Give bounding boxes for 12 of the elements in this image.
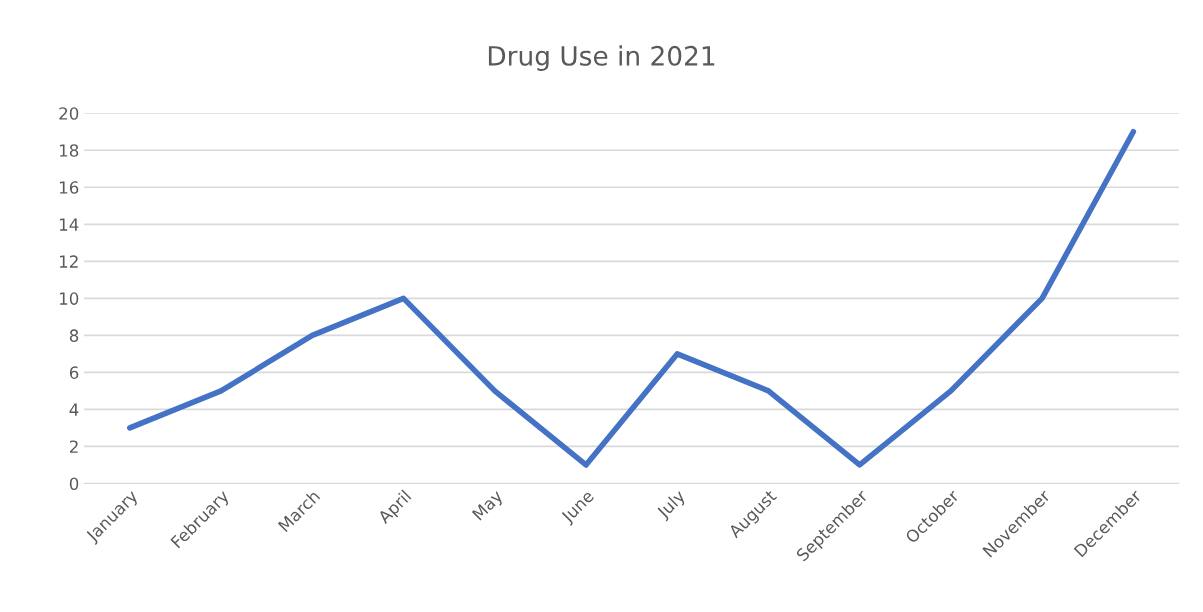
y-tick-label: 6 [69,366,79,379]
y-tick-label: 20 [59,107,79,120]
y-tick-label: 14 [59,218,79,231]
y-tick-label: 8 [69,329,79,342]
y-tick-label: 2 [69,440,78,453]
y-tick-label: 4 [69,403,79,416]
y-tick-label: 12 [59,255,78,268]
y-tick-label: 18 [59,144,79,157]
chart-title: Drug Use in 2021 [488,45,715,71]
y-tick-label: 10 [59,292,79,305]
y-tick-label: 16 [59,181,79,194]
y-tick-label: 0 [69,477,79,491]
